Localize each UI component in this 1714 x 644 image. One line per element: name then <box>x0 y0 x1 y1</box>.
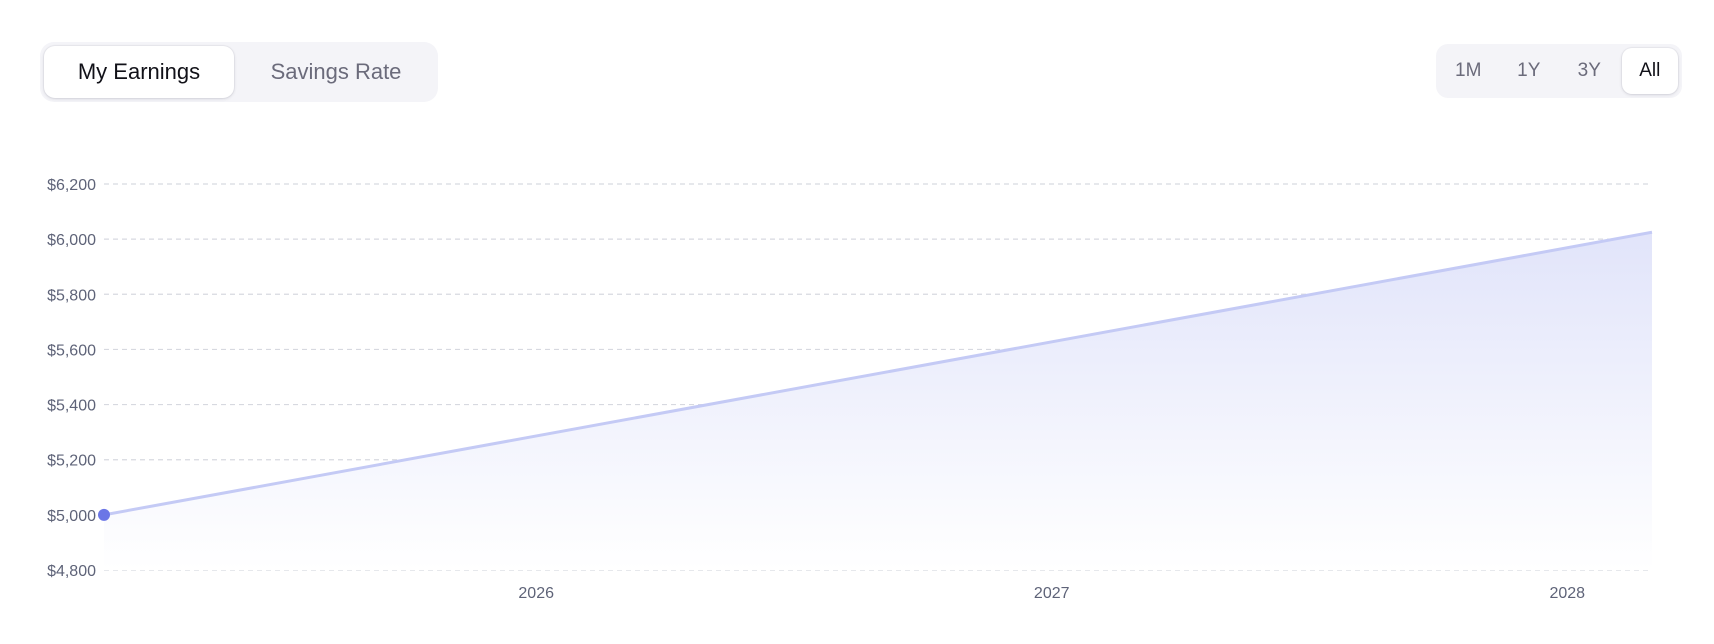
y-axis: $4,800 $5,000 $5,200 $5,400 $5,600 $5,800 $6,0… <box>47 177 96 580</box>
y-tick-label: $5,000 <box>47 508 96 525</box>
chart-tab-group: My Earnings Savings Rate <box>40 42 438 102</box>
y-tick-label: $5,200 <box>47 453 96 470</box>
y-tick-label: $4,800 <box>47 563 96 580</box>
range-1y-button[interactable]: 1Y <box>1517 60 1541 81</box>
earnings-area <box>104 232 1652 570</box>
y-tick-label: $5,800 <box>47 287 96 304</box>
x-tick-label: 2027 <box>1034 585 1070 602</box>
y-tick-label: $5,600 <box>47 342 96 359</box>
y-tick-label: $6,000 <box>47 232 96 249</box>
x-axis: 2026 2027 2028 <box>518 585 1585 602</box>
earnings-line <box>103 230 1653 517</box>
x-tick-label: 2026 <box>518 585 554 602</box>
x-tick-label: 2028 <box>1549 585 1585 602</box>
range-3y-button[interactable]: 3Y <box>1577 60 1601 81</box>
y-tick-label: $6,200 <box>47 177 96 194</box>
range-1m-button[interactable]: 1M <box>1455 60 1482 81</box>
tab-savings-rate[interactable]: Savings Rate <box>270 59 402 84</box>
time-range-selector: 1M 1Y 3Y All <box>1436 44 1682 98</box>
tab-my-earnings[interactable]: My Earnings <box>44 46 234 98</box>
range-all-button[interactable]: All <box>1621 48 1678 94</box>
data-point-start[interactable] <box>98 508 110 521</box>
y-tick-label: $5,400 <box>47 398 96 415</box>
